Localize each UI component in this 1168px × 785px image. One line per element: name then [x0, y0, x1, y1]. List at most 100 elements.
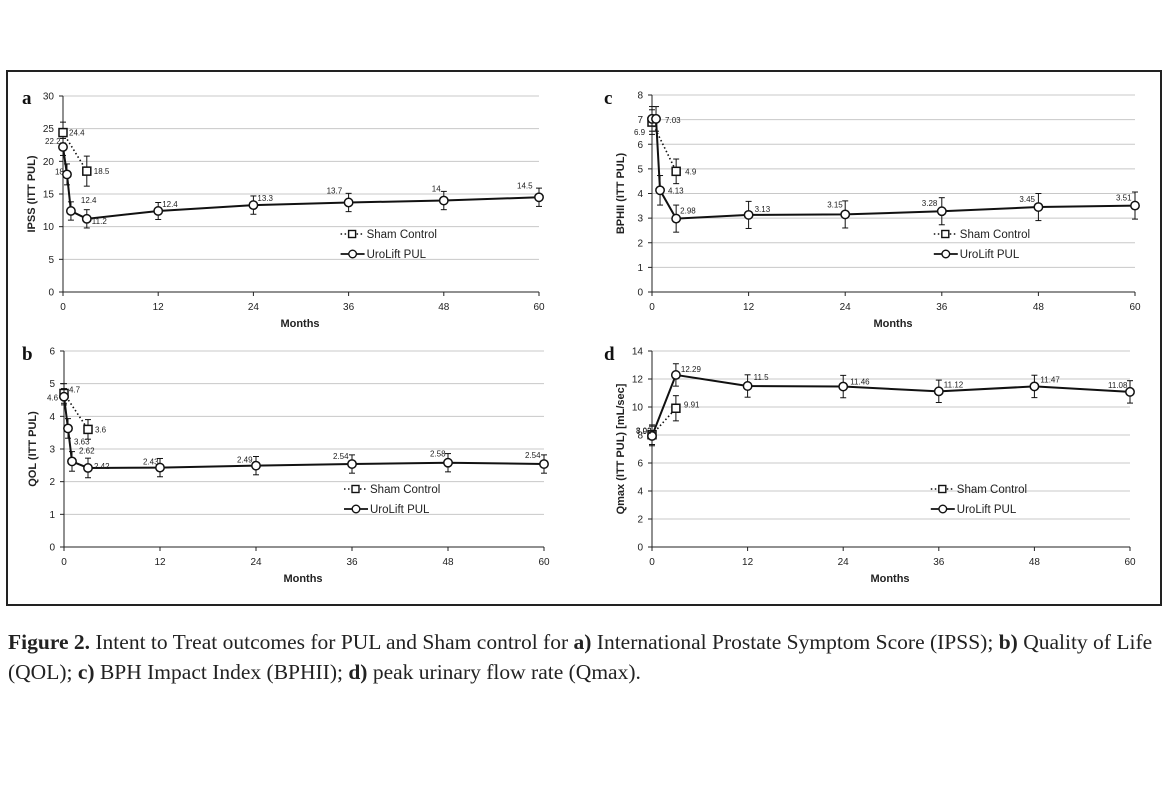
data-label: 4.7	[69, 385, 81, 394]
legend: Sham Control UroLift PUL	[933, 229, 1030, 261]
series-urolift-pul: 7.03 4.13 2.98 3.13 3.15 3.28 3.45 3.51	[647, 106, 1140, 233]
x-axis-title: Months	[283, 573, 322, 585]
caption-part-c: c)	[77, 660, 95, 684]
x-tick-label: 36	[936, 302, 948, 313]
legend-label: UroLift PUL	[957, 504, 1017, 516]
data-point-circle	[647, 431, 657, 441]
legend-label: Sham Control	[960, 229, 1030, 241]
legend-label: UroLift PUL	[960, 249, 1020, 261]
x-tick-label: 0	[61, 557, 67, 568]
data-label: 24.4	[69, 129, 85, 138]
x-tick-label: 60	[538, 557, 550, 568]
data-label: 11.5	[754, 373, 770, 382]
data-point-circle	[443, 457, 453, 468]
y-tick-label: 2	[637, 515, 643, 526]
panel-letter: c	[604, 88, 612, 109]
data-point-circle	[248, 200, 259, 211]
data-label: 2.43	[143, 458, 159, 467]
caption-figure-label: Figure 2.	[8, 630, 91, 654]
y-tick-label: 7	[637, 115, 643, 126]
legend-square-icon	[941, 229, 950, 239]
x-tick-label: 24	[838, 557, 850, 568]
data-label: 3.63	[74, 437, 90, 446]
data-label: 18.5	[94, 167, 110, 176]
caption-part-a: a)	[573, 630, 592, 654]
data-point-circle	[153, 206, 164, 216]
y-tick-label: 3	[637, 214, 643, 225]
data-point-circle	[840, 209, 851, 220]
y-tick-label: 4	[637, 487, 643, 498]
data-label: 2.98	[680, 207, 696, 216]
data-label: 11.12	[944, 380, 964, 389]
y-tick-label: 30	[43, 92, 55, 103]
data-point-circle	[838, 381, 849, 392]
y-tick-label: 6	[637, 459, 643, 470]
data-label: 18	[55, 167, 64, 176]
x-tick-label: 0	[649, 557, 655, 568]
data-point-circle	[1130, 200, 1140, 211]
legend-label: UroLift PUL	[367, 249, 427, 261]
y-axis-title: QOL (ITT PUL)	[27, 411, 39, 487]
data-label: 22.2	[45, 137, 61, 146]
x-tick-label: 48	[1029, 557, 1041, 568]
panel-letter: d	[604, 344, 615, 365]
data-label: 3.6	[95, 425, 107, 434]
data-label: 9.91	[684, 400, 700, 409]
data-point-square	[671, 166, 681, 177]
data-label: 11.47	[1040, 375, 1060, 384]
x-tick-label: 0	[60, 302, 66, 313]
y-axis-title: BPHII (ITT PUL)	[615, 153, 627, 235]
y-tick-label: 20	[43, 157, 55, 168]
data-label: 13.7	[327, 186, 343, 195]
y-tick-label: 4	[49, 412, 55, 423]
data-point-circle	[63, 423, 73, 434]
series-line	[63, 396, 545, 469]
y-axis-title: Qmax (ITT PUL) [mL/sec]	[615, 383, 627, 514]
data-point-circle	[59, 391, 69, 402]
data-point-circle	[1033, 202, 1044, 212]
data-label: 2.49	[237, 456, 253, 465]
data-label: 8.02	[636, 427, 652, 436]
y-tick-label: 10	[632, 403, 644, 414]
data-label: 2.62	[79, 446, 95, 455]
legend: Sham Control UroLift PUL	[930, 484, 1027, 516]
data-point-circle	[651, 113, 661, 124]
data-label: 12.4	[162, 200, 178, 209]
data-point-circle	[670, 369, 681, 380]
y-tick-label: 2	[637, 238, 643, 249]
data-point-circle	[933, 386, 944, 397]
x-tick-label: 12	[154, 557, 166, 568]
data-point-square	[82, 166, 92, 176]
data-label: 3.13	[755, 205, 771, 214]
y-tick-label: 12	[632, 375, 644, 386]
x-tick-label: 12	[743, 302, 755, 313]
legend-label: Sham Control	[367, 229, 437, 241]
data-label: 3.51	[1116, 194, 1132, 203]
legend-label: Sham Control	[370, 484, 440, 496]
y-axis-title: IPSS (ITT PUL)	[26, 155, 38, 232]
x-tick-label: 24	[248, 302, 260, 313]
x-tick-label: 48	[1033, 302, 1045, 313]
data-point-square	[83, 424, 93, 435]
legend-circle-icon	[348, 249, 358, 259]
y-tick-label: 6	[637, 140, 643, 151]
y-tick-label: 5	[637, 164, 643, 175]
x-tick-label: 12	[153, 302, 165, 313]
data-label: 4.6	[47, 394, 59, 403]
x-tick-label: 24	[840, 302, 852, 313]
figure-caption: Figure 2. Intent to Treat outcomes for P…	[8, 627, 1166, 687]
data-label: 12.29	[681, 365, 702, 374]
caption-part-b: b)	[998, 630, 1018, 654]
y-tick-label: 0	[637, 288, 643, 299]
data-point-square	[58, 127, 68, 138]
series-sham-control: 8.02 9.91	[636, 395, 700, 446]
caption-text-c: BPH Impact Index (BPHII);	[94, 660, 349, 684]
data-point-circle	[81, 213, 92, 224]
data-label: 3.45	[1019, 195, 1035, 204]
legend-circle-icon	[941, 249, 951, 259]
data-label: 14.5	[517, 181, 533, 190]
data-point-square	[671, 403, 681, 414]
data-label: 2.54	[333, 452, 349, 461]
